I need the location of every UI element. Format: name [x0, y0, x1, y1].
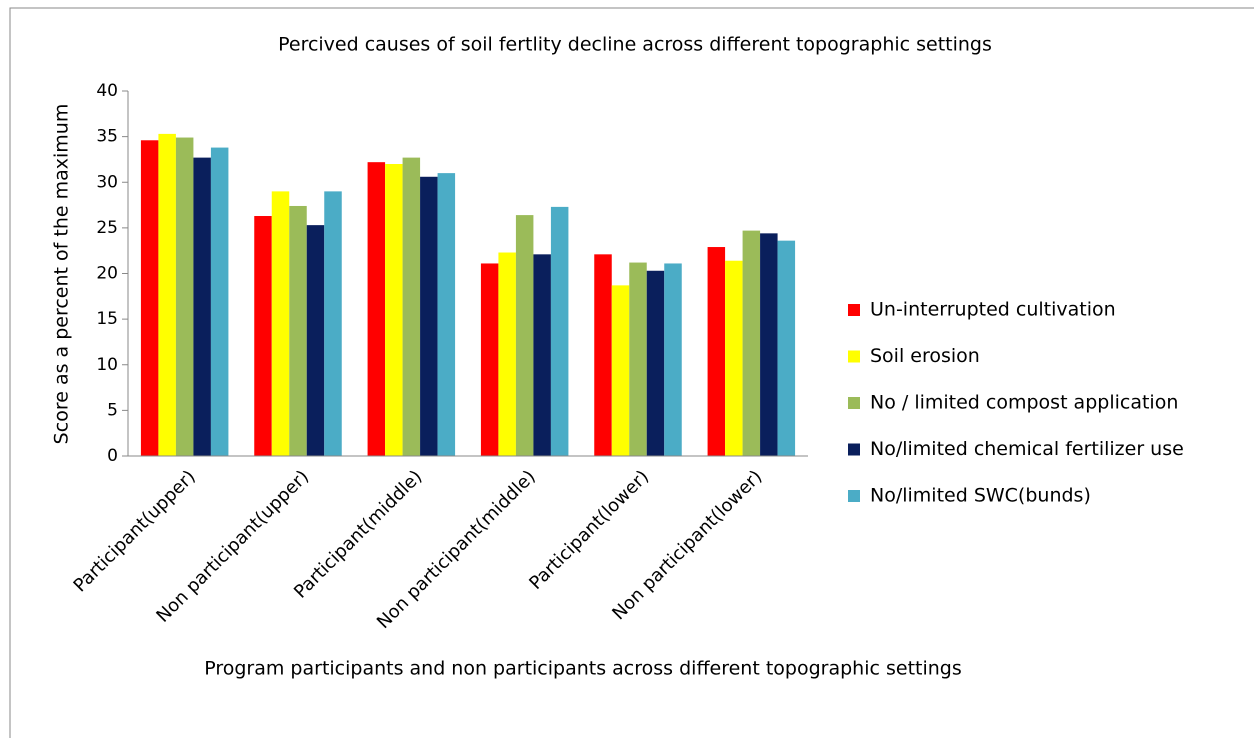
bar: [515, 215, 534, 456]
legend-swatch: [848, 397, 860, 409]
bar: [498, 252, 516, 456]
bar: [254, 216, 272, 456]
legend-label: Soil erosion: [870, 345, 980, 367]
y-tick-label: 25: [96, 218, 118, 238]
x-tick-label: Participant(lower): [525, 466, 653, 594]
bar: [777, 240, 796, 456]
frame: [9, 7, 1254, 738]
legend-swatch: [848, 304, 860, 316]
legend-swatch: [848, 350, 860, 363]
y-tick-label: 40: [96, 81, 118, 101]
bar: [629, 262, 647, 456]
legend-swatch: [848, 490, 860, 502]
bar: [725, 260, 743, 456]
bar: [742, 230, 761, 456]
legend-label: Un-interrupted cultivation: [870, 299, 1116, 321]
bar: [420, 176, 438, 456]
y-tick-label: 35: [96, 127, 118, 147]
legend-label: No / limited compost application: [870, 392, 1178, 414]
bar: [271, 191, 290, 456]
bar: [385, 164, 403, 456]
y-tick-label: 10: [96, 355, 118, 375]
y-tick-label: 5: [107, 400, 118, 420]
bar: [760, 233, 778, 456]
bar: [664, 263, 682, 456]
legend-swatch: [848, 443, 860, 456]
bar: [480, 263, 499, 456]
bar: [193, 157, 211, 457]
bar: [533, 254, 551, 456]
y-axis-label: Score as a percent of the maximum: [51, 104, 73, 445]
x-tick-label: Participant(middle): [290, 466, 426, 602]
chart-title: Percived causes of soil fertlity decline…: [278, 34, 992, 56]
bar: [437, 173, 456, 456]
bar: [646, 270, 665, 456]
bar: [210, 147, 229, 456]
bar: [289, 205, 307, 456]
bar: [367, 162, 386, 457]
bar: [158, 133, 176, 456]
bar: [324, 191, 342, 456]
bar: [594, 254, 612, 456]
x-axis-label: Program participants and non participant…: [204, 658, 962, 680]
bar: [707, 247, 726, 456]
bar: [175, 137, 194, 456]
x-tick-label: Participant(upper): [70, 466, 200, 596]
bar: [550, 206, 569, 456]
bar: [402, 157, 421, 457]
y-tick-label: 0: [107, 446, 118, 466]
legend-label: No/limited chemical fertilizer use: [870, 438, 1184, 460]
y-tick-label: 20: [96, 264, 118, 284]
y-tick-label: 30: [96, 172, 118, 192]
bar: [306, 225, 325, 456]
bar: [611, 285, 630, 456]
bar: [140, 140, 159, 456]
y-tick-label: 15: [96, 309, 118, 329]
legend-label: No/limited SWC(bunds): [870, 485, 1091, 507]
